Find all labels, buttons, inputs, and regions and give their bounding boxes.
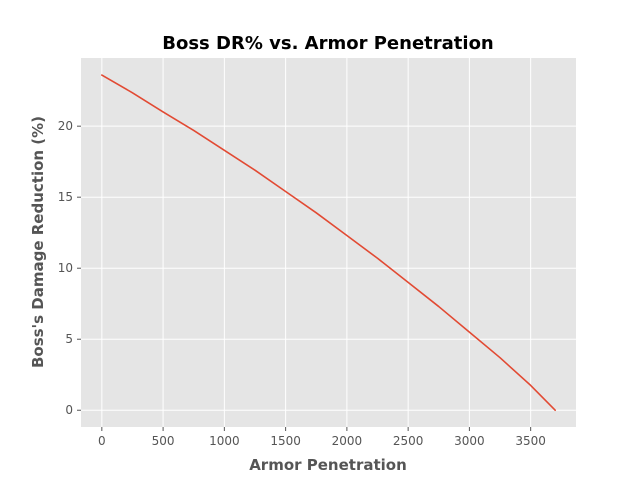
x-tick-label: 3500 bbox=[515, 434, 546, 448]
y-axis-ticks: 0 5 10 15 20 bbox=[58, 119, 81, 417]
x-tick-label: 2500 bbox=[393, 434, 424, 448]
chart-title: Boss DR% vs. Armor Penetration bbox=[162, 33, 494, 54]
x-tick-label: 1500 bbox=[270, 434, 301, 448]
y-tick-label: 0 bbox=[65, 403, 73, 417]
y-axis-label: Boss's Damage Reduction (%) bbox=[29, 116, 47, 368]
x-tick-label: 3000 bbox=[454, 434, 485, 448]
x-axis-label: Armor Penetration bbox=[249, 456, 407, 474]
series-line bbox=[101, 74, 556, 412]
x-axis-ticks: 0 500 1000 1500 2000 2500 3000 3500 bbox=[98, 427, 546, 448]
x-tick-label: 2000 bbox=[332, 434, 363, 448]
grid bbox=[81, 58, 576, 427]
y-tick-label: 10 bbox=[58, 261, 73, 275]
y-tick-label: 20 bbox=[58, 119, 73, 133]
x-tick-label: 1000 bbox=[209, 434, 240, 448]
y-tick-label: 15 bbox=[58, 190, 73, 204]
y-tick-label: 5 bbox=[65, 332, 73, 346]
plot-area bbox=[81, 58, 576, 427]
x-tick-label: 500 bbox=[152, 434, 175, 448]
x-tick-label: 0 bbox=[98, 434, 106, 448]
series-group bbox=[101, 74, 556, 412]
